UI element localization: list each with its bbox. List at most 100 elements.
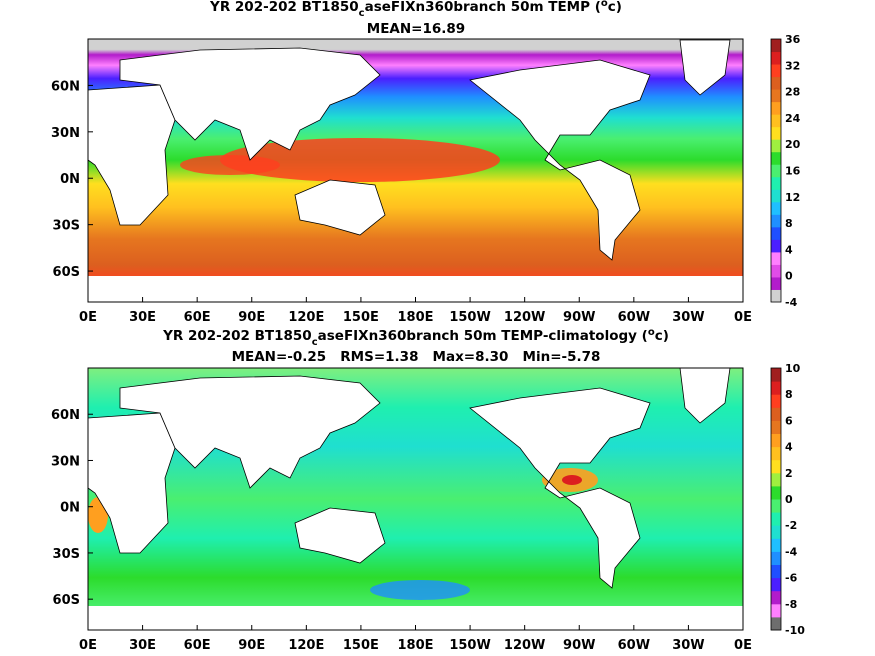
colorbar-label: 12	[785, 191, 800, 204]
colorbar-swatch	[771, 39, 781, 53]
colorbar-swatch	[771, 164, 781, 178]
colorbar-swatch	[771, 251, 781, 265]
panel-2-land-australia	[294, 507, 386, 564]
panel-2-title-unit: c)	[655, 328, 669, 344]
y-tick-label: 60S	[53, 593, 80, 608]
x-tick-label: 120W	[504, 310, 545, 325]
x-tick-label: 90E	[238, 310, 265, 325]
colorbar-label: -4	[785, 545, 798, 558]
colorbar-swatch	[771, 420, 781, 434]
colorbar-swatch	[771, 51, 781, 65]
y-tick-label: 30N	[51, 126, 80, 141]
x-tick-label: 30W	[672, 638, 704, 653]
colorbar-swatch	[771, 446, 781, 461]
colorbar-swatch	[771, 368, 781, 382]
colorbar-swatch	[771, 276, 781, 290]
colorbar-label: 8	[785, 217, 793, 230]
colorbar-swatch	[771, 394, 781, 408]
panel-2-x-axis: 0E 30E 60E 90E 120E 150E 180E 150W 120W 90W 60W 30W…	[79, 625, 752, 653]
x-tick-label: 90W	[563, 638, 595, 653]
x-tick-label: 0E	[734, 638, 752, 653]
panel-1-subtitle: MEAN=16.89	[367, 21, 465, 37]
panel-2-subtitle: MEAN=-0.25 RMS=1.38 Max=8.30 Min=-5.78	[232, 349, 601, 365]
panel-1-y-axis: 60N 30N 0N 30S 60S	[51, 79, 93, 280]
panel-1-map	[87, 38, 744, 303]
colorbar-label: 4	[785, 243, 793, 256]
colorbar-swatch	[771, 603, 781, 618]
y-tick-label: 30N	[51, 454, 80, 469]
colorbar-swatch	[771, 525, 781, 539]
x-tick-label: 150W	[449, 638, 490, 653]
x-tick-label: 60W	[618, 310, 650, 325]
colorbar-swatch	[771, 485, 781, 500]
x-tick-label: 30W	[672, 310, 704, 325]
panel-2-title: YR 202-202 BT1850caseFIXn360branch 50m T…	[162, 327, 669, 348]
colorbar-label: 8	[785, 388, 793, 401]
colorbar-label: 20	[785, 138, 801, 151]
panel-1-title-unit: c)	[608, 0, 622, 15]
x-tick-label: 0E	[79, 310, 97, 325]
colorbar-swatch	[771, 512, 781, 526]
panel-1-land-americas	[469, 59, 651, 261]
x-tick-label: 150W	[449, 310, 490, 325]
colorbar-swatch	[771, 176, 781, 190]
panel-2-land-eurasia	[119, 375, 381, 489]
panel-1-indian-warm	[180, 155, 280, 175]
colorbar-label: 28	[785, 86, 800, 99]
panel-1-title-deg: o	[601, 0, 608, 9]
colorbar-swatch	[771, 101, 781, 115]
y-tick-label: 60S	[53, 265, 80, 280]
colorbar-swatch	[771, 151, 781, 165]
panel-1: YR 202-202 BT1850caseFIXn360branch 50m T…	[51, 0, 801, 325]
colorbar-label: 16	[785, 165, 801, 178]
colorbar-swatch	[771, 590, 781, 605]
colorbar-swatch	[771, 89, 781, 103]
colorbar-swatch	[771, 289, 781, 303]
colorbar-swatch	[771, 564, 781, 579]
colorbar-swatch	[771, 407, 781, 421]
colorbar-swatch	[771, 64, 781, 78]
colorbar-swatch	[771, 201, 781, 215]
colorbar-swatch	[771, 264, 781, 278]
colorbar-label: 6	[785, 414, 793, 427]
panel-1-land-greenland	[679, 39, 731, 96]
x-tick-label: 60E	[184, 310, 211, 325]
colorbar-label: -2	[785, 519, 797, 532]
colorbar-label: -10	[785, 624, 805, 637]
x-tick-label: 60W	[618, 638, 650, 653]
panel-2-anom-hot-east-pacific	[562, 475, 582, 485]
colorbar-swatch	[771, 114, 781, 128]
panel-1-title: YR 202-202 BT1850caseFIXn360branch 50m T…	[209, 0, 622, 19]
panel-1-colorbar: 36 32 28 24 20 16 12 8 4 0 -4	[770, 33, 801, 309]
colorbar-swatch	[771, 214, 781, 228]
panel-2-land-americas	[469, 387, 651, 589]
panel-2-title-pre: YR 202-202 BT1850	[162, 328, 312, 344]
y-tick-label: 0N	[60, 501, 80, 516]
colorbar-label: 32	[785, 59, 800, 72]
x-tick-label: 150E	[343, 310, 379, 325]
x-tick-label: 90E	[238, 638, 265, 653]
x-tick-label: 30E	[129, 310, 156, 325]
panel-1-title-pre: YR 202-202 BT1850	[209, 0, 359, 15]
colorbar-label: 2	[785, 467, 793, 480]
x-tick-label: 90W	[563, 310, 595, 325]
panel-2-title-deg: o	[648, 327, 655, 338]
panel-2-anom-cool-southern	[370, 580, 470, 600]
x-tick-label: 0E	[734, 310, 752, 325]
colorbar-swatch	[771, 381, 781, 395]
colorbar-label: 4	[785, 441, 793, 454]
panel-2-map	[87, 367, 744, 631]
colorbar-swatch	[771, 433, 781, 448]
panel-1-title-post: aseFIXn360branch 50m TEMP (	[365, 0, 601, 15]
y-tick-label: 0N	[60, 172, 80, 187]
panel-1-land-australia	[294, 179, 386, 236]
x-tick-label: 120W	[504, 638, 545, 653]
colorbar-swatch	[771, 459, 781, 474]
colorbar-label: 10	[785, 362, 801, 375]
x-tick-label: 180E	[397, 310, 433, 325]
colorbar-label: -6	[785, 572, 798, 585]
colorbar-swatch	[771, 226, 781, 240]
colorbar-label: 0	[785, 270, 793, 283]
colorbar-label: 36	[785, 33, 801, 46]
